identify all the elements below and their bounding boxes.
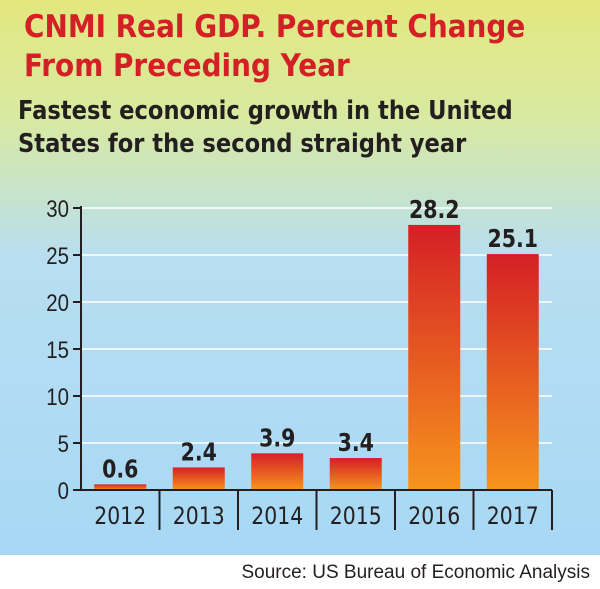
x-category-label: 2012 <box>94 502 146 530</box>
x-category-label: 2017 <box>487 502 539 530</box>
source-note: Source: US Bureau of Economic Analysis <box>241 562 590 583</box>
bars <box>94 224 539 491</box>
bar <box>408 224 461 491</box>
y-tick-label: 15 <box>46 336 69 363</box>
bar-value-label: 28.2 <box>409 196 460 224</box>
bar-chart: 0 5 10 15 20 25 30 0.6 2012 2.4 2013 3.9 2014 3.4 2015… <box>46 195 553 530</box>
y-tick-label: 0 <box>58 477 69 504</box>
y-tick-label: 25 <box>46 242 69 269</box>
x-category-label: 2013 <box>173 502 225 530</box>
bar <box>172 467 225 490</box>
bar-value-label: 2.4 <box>181 439 217 467</box>
bar-value-label: 25.1 <box>487 225 538 253</box>
x-category-label: 2014 <box>251 502 303 530</box>
grid-lines <box>81 207 552 444</box>
bar-value-label: 0.6 <box>102 455 138 483</box>
y-tick-label: 20 <box>46 289 69 316</box>
x-category-label: 2016 <box>408 502 460 530</box>
bar <box>329 458 382 490</box>
bar-value-label: 3.9 <box>259 424 295 452</box>
x-category-label: 2015 <box>330 502 382 530</box>
y-tick-label: 5 <box>58 430 69 457</box>
labels: 0 5 10 15 20 25 30 0.6 2012 2.4 2013 3.9 2014 3.4 2015… <box>46 195 538 530</box>
chart-title: CNMI Real GDP. Percent Change From Prece… <box>24 9 526 84</box>
y-tick-label: 10 <box>46 383 69 410</box>
bar <box>486 254 539 490</box>
bar <box>94 484 147 490</box>
y-tick-label: 30 <box>46 195 69 222</box>
axes <box>73 206 553 530</box>
bar-value-label: 3.4 <box>338 429 374 457</box>
chart-subtitle: Fastest economic growth in the United St… <box>18 96 513 159</box>
bar <box>251 453 304 490</box>
